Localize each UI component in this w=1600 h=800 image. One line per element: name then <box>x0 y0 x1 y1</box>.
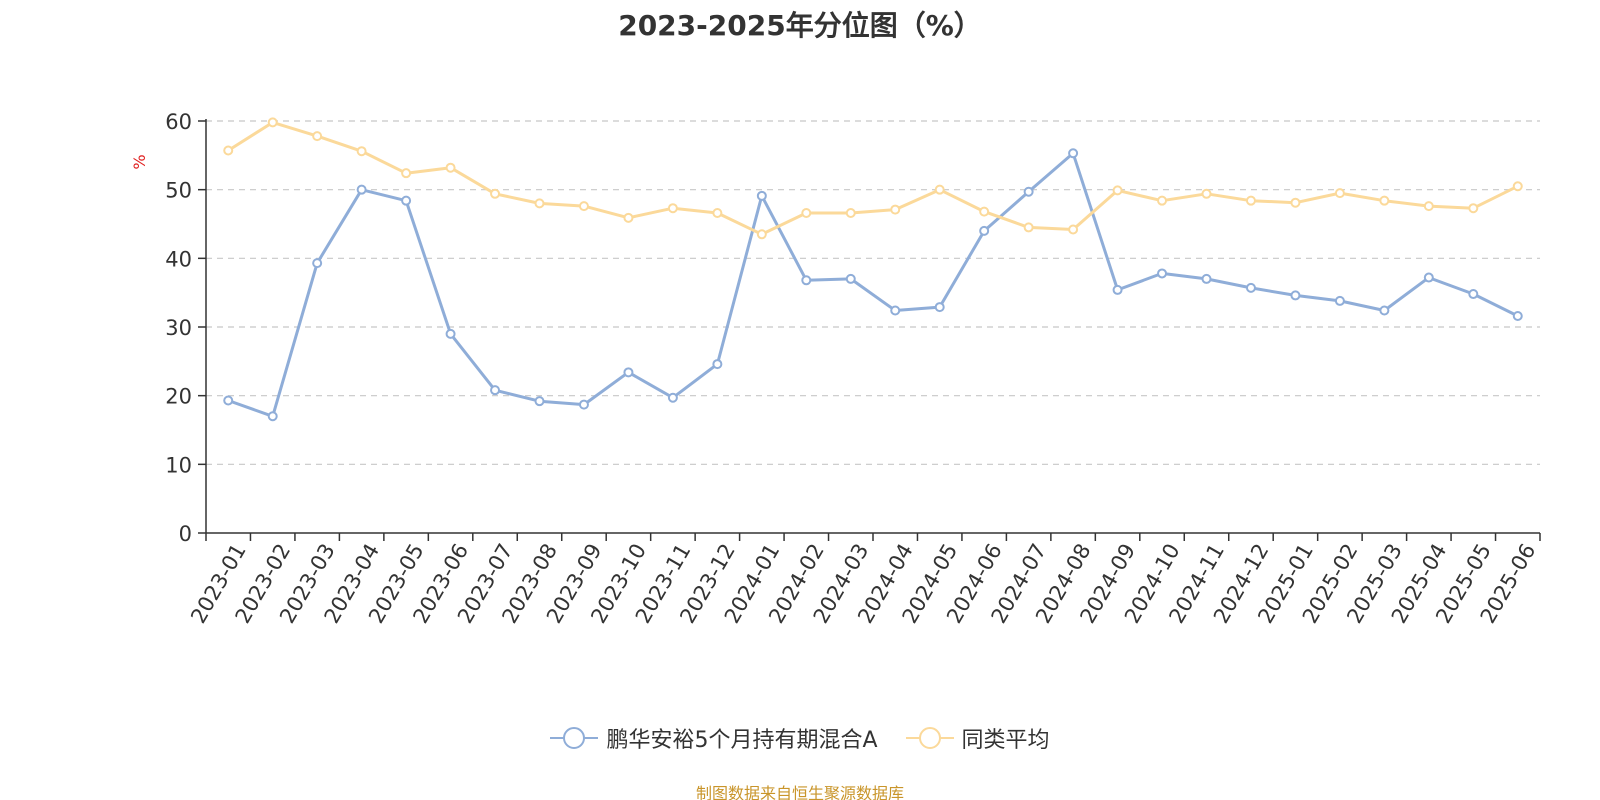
series-2-point[interactable] <box>578 201 589 212</box>
legend-label-series-1: 鹏华安裕5个月持有期混合A <box>606 728 878 753</box>
series-2-point[interactable] <box>801 208 812 219</box>
series-1-point[interactable] <box>401 195 412 206</box>
series-1-point[interactable] <box>312 258 323 269</box>
series-2-point[interactable] <box>1068 224 1079 235</box>
series-2-point[interactable] <box>1112 185 1123 196</box>
series-2-point[interactable] <box>223 145 234 156</box>
series-2-point[interactable] <box>934 184 945 195</box>
legend-item-series-1[interactable]: 鹏华安裕5个月持有期混合A <box>550 722 878 754</box>
series-1-point[interactable] <box>1290 290 1301 301</box>
series-1-point[interactable] <box>1245 282 1256 293</box>
legend-label-series-2: 同类平均 <box>961 728 1050 753</box>
series-2-point[interactable] <box>1512 181 1523 192</box>
series-1-point[interactable] <box>801 275 812 286</box>
series-2-point[interactable] <box>401 168 412 179</box>
series-1-point[interactable] <box>845 273 856 284</box>
series-2-point[interactable] <box>979 206 990 217</box>
series-2-point[interactable] <box>1423 201 1434 212</box>
y-tick-label: 10 <box>165 453 192 477</box>
series-2-point[interactable] <box>534 198 545 209</box>
y-tick-label: 0 <box>179 522 192 546</box>
y-tick-label: 30 <box>165 316 192 340</box>
series-2-point[interactable] <box>756 229 767 240</box>
series-line-1 <box>227 151 1519 418</box>
chart-title: 2023-2025年分位图（%） <box>618 9 982 42</box>
series-2-point[interactable] <box>312 131 323 142</box>
series-1-point[interactable] <box>934 302 945 313</box>
legend-swatch-series-1 <box>550 727 599 749</box>
series-1-point[interactable] <box>623 367 634 378</box>
series-2-point[interactable] <box>845 208 856 219</box>
series-1-point[interactable] <box>1423 272 1434 283</box>
series-1-point[interactable] <box>445 328 456 339</box>
series-1-point[interactable] <box>979 225 990 236</box>
series-2-point[interactable] <box>712 208 723 219</box>
series-2-point[interactable] <box>1201 188 1212 199</box>
y-tick-label: 20 <box>165 385 192 409</box>
series-1-point[interactable] <box>578 399 589 410</box>
series-1-point[interactable] <box>1379 305 1390 316</box>
chart-legend: 鹏华安裕5个月持有期混合A 同类平均 <box>0 722 1600 754</box>
line-chart: 01020304050602023-012023-022023-032023-0… <box>130 110 1541 627</box>
series-1-point[interactable] <box>712 359 723 370</box>
series-1-point[interactable] <box>267 411 278 422</box>
series-1-point[interactable] <box>1023 186 1034 197</box>
y-tick-label: 40 <box>165 247 192 271</box>
series-line-2 <box>227 120 1519 236</box>
legend-item-series-2[interactable]: 同类平均 <box>905 722 1050 754</box>
series-1-point[interactable] <box>667 392 678 403</box>
series-1-point[interactable] <box>356 184 367 195</box>
y-axis-label: % <box>130 154 149 169</box>
series-2-point[interactable] <box>1157 195 1168 206</box>
series-2-point[interactable] <box>445 162 456 173</box>
series-2-point[interactable] <box>1023 222 1034 233</box>
series-1-point[interactable] <box>890 305 901 316</box>
series-1-point[interactable] <box>1468 289 1479 300</box>
series-lines <box>223 117 1523 422</box>
series-2-point[interactable] <box>890 204 901 215</box>
grid-lines <box>206 120 1540 465</box>
series-2-point[interactable] <box>1334 188 1345 199</box>
series-1-point[interactable] <box>1157 268 1168 279</box>
data-source-note: 制图数据来自恒生聚源数据库 <box>695 784 904 800</box>
axes: 01020304050602023-012023-022023-032023-0… <box>165 110 1541 627</box>
series-2-point[interactable] <box>1245 195 1256 206</box>
series-2-point[interactable] <box>1468 203 1479 214</box>
series-1-point[interactable] <box>223 395 234 406</box>
series-2-point[interactable] <box>490 188 501 199</box>
series-1-point[interactable] <box>490 385 501 396</box>
series-1-point[interactable] <box>1068 148 1079 159</box>
series-2-point[interactable] <box>267 117 278 128</box>
legend-swatch-series-2 <box>905 727 954 749</box>
series-2-point[interactable] <box>356 146 367 157</box>
series-1-point[interactable] <box>1334 295 1345 306</box>
series-1-point[interactable] <box>1512 311 1523 322</box>
series-2-point[interactable] <box>1379 195 1390 206</box>
series-1-point[interactable] <box>756 190 767 201</box>
series-1-point[interactable] <box>1112 284 1123 295</box>
series-2-point[interactable] <box>623 212 634 223</box>
y-tick-label: 60 <box>165 110 192 134</box>
series-2-point[interactable] <box>667 203 678 214</box>
series-1-point[interactable] <box>534 396 545 407</box>
series-1-point[interactable] <box>1201 273 1212 284</box>
y-tick-label: 50 <box>165 179 192 203</box>
series-2-point[interactable] <box>1290 197 1301 208</box>
